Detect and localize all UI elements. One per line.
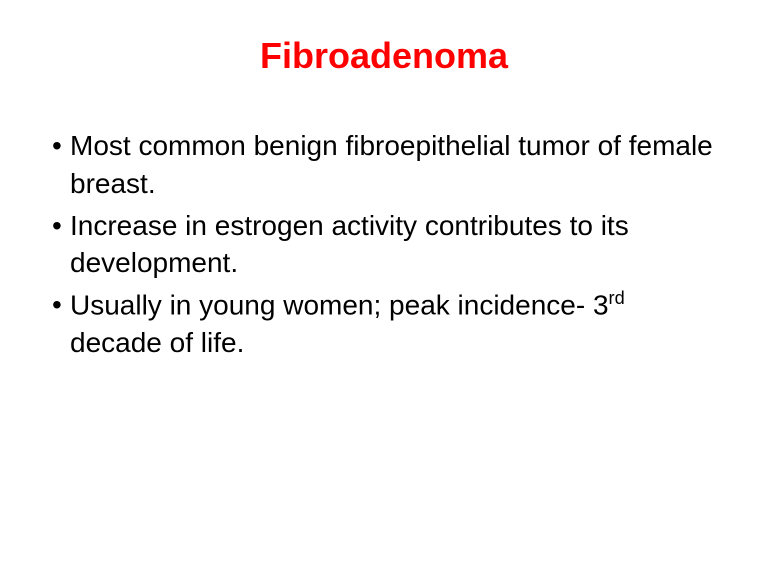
bullet-item-2: Increase in estrogen activity contribute… [50, 207, 718, 283]
bullet-item-3: Usually in young women; peak incidence- … [50, 286, 718, 362]
bullet-list: Most common benign fibroepithelial tumor… [50, 127, 718, 362]
slide-container: Fibroadenoma Most common benign fibroepi… [0, 0, 768, 576]
slide-title: Fibroadenoma [50, 35, 718, 77]
bullet-item-1: Most common benign fibroepithelial tumor… [50, 127, 718, 203]
bullet3-super: rd [609, 288, 625, 308]
bullet3-prefix: Usually in young women; peak incidence- … [70, 290, 609, 321]
bullet3-suffix: decade of life. [70, 327, 244, 358]
